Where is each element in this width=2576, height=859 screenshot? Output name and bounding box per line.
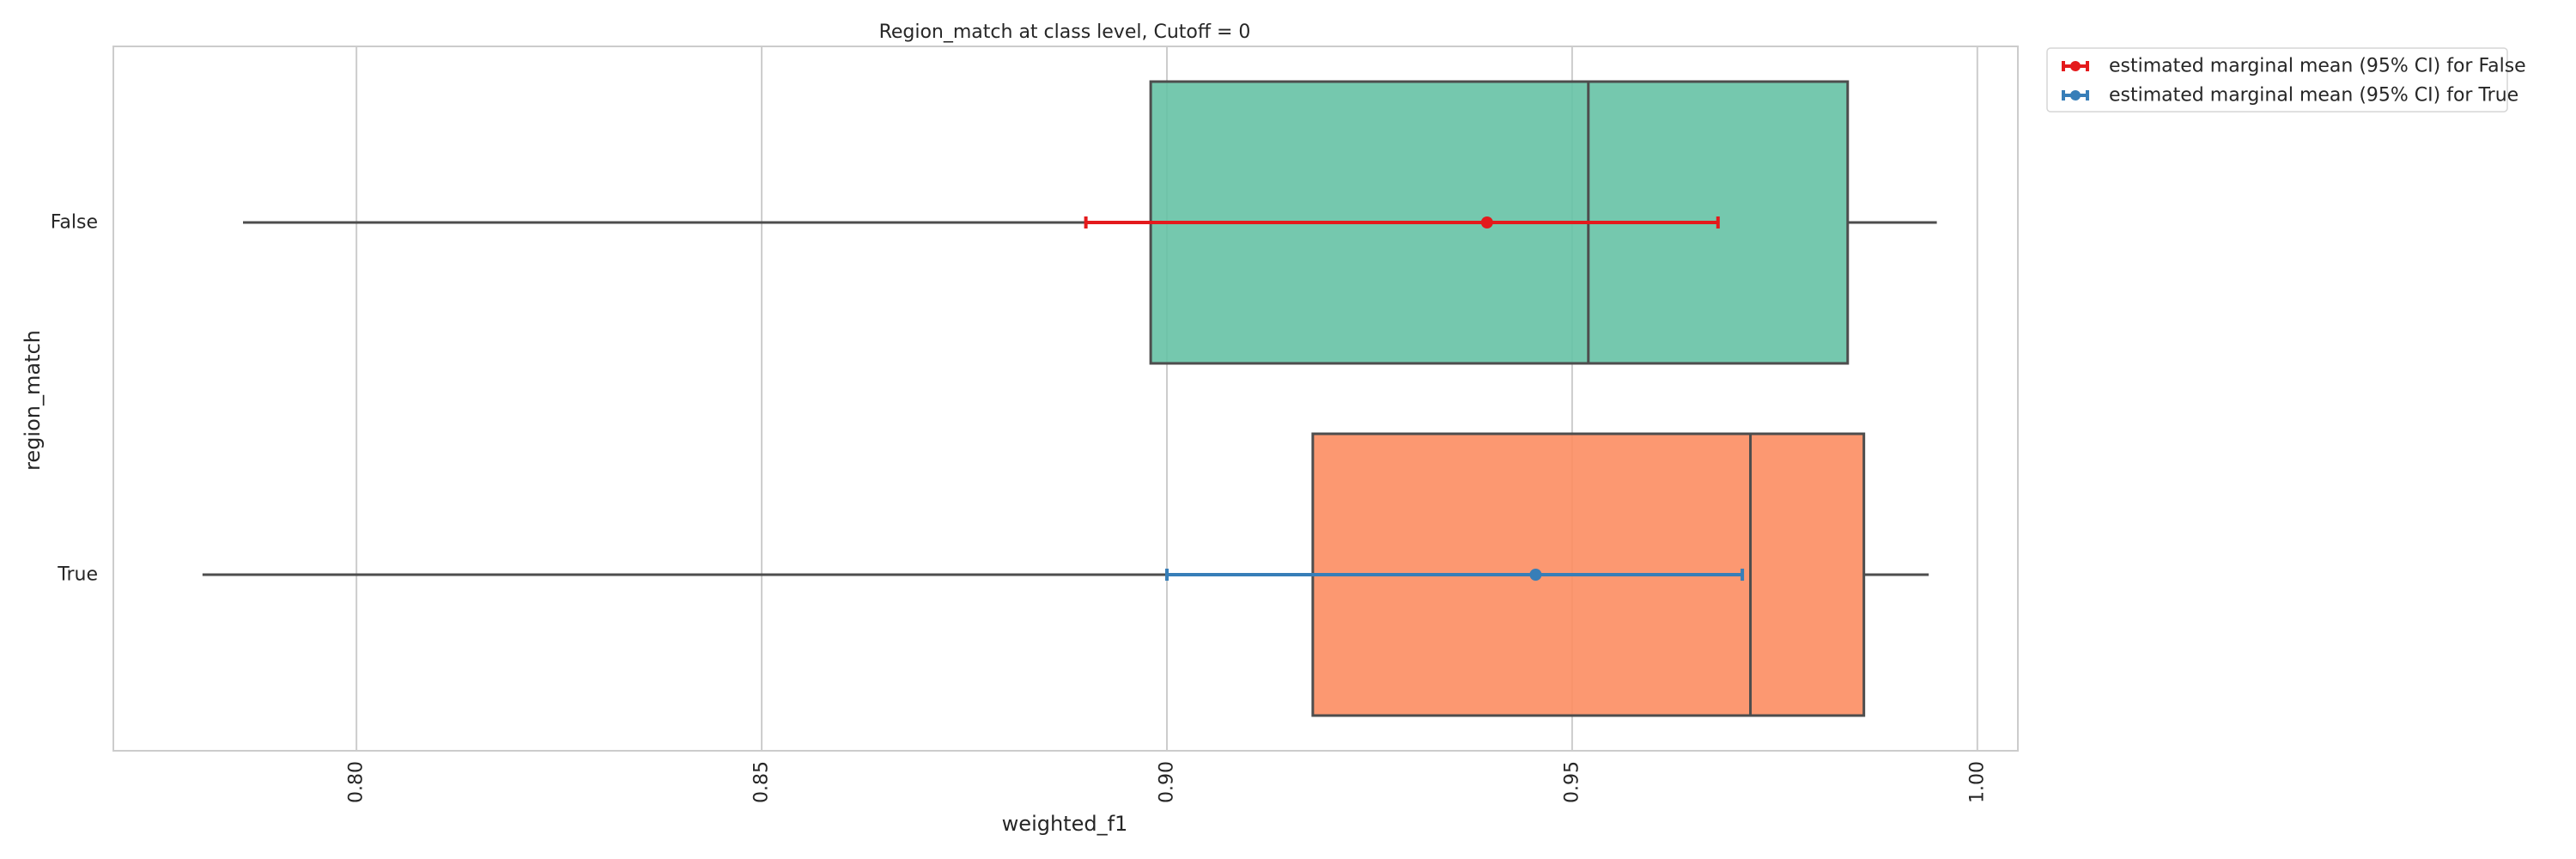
y-tick-label: True [57, 564, 98, 586]
mean-point [1480, 216, 1493, 228]
plot-frame [112, 46, 2019, 752]
legend-label: estimated marginal mean (95% CI) for Tru… [2109, 85, 2518, 107]
ci-false [1084, 216, 1720, 228]
x-tick-label: 0.95 [1561, 761, 1583, 803]
box-plots [202, 80, 1937, 717]
y-axis-label: region_match [21, 330, 45, 471]
x-tick-label: 1.00 [1966, 761, 1988, 803]
legend-item-false: estimated marginal mean (95% CI) for Fal… [2062, 56, 2526, 77]
chart-title: Region_match at class level, Cutoff = 0 [879, 21, 1251, 43]
x-ticks: 0.80 0.85 0.90 0.95 1.00 [346, 761, 1989, 803]
y-tick-label: False [51, 212, 98, 234]
x-tick-label: 0.85 [751, 761, 773, 803]
legend-label: estimated marginal mean (95% CI) for Fal… [2109, 56, 2526, 77]
x-tick-label: 0.90 [1156, 761, 1177, 803]
legend-swatch-dot [2070, 61, 2081, 71]
ci-true [1164, 569, 1745, 581]
y-ticks: False True [51, 212, 98, 586]
mean-point [1529, 569, 1542, 581]
legend-frame [2046, 47, 2508, 113]
legend-swatch-dot [2070, 90, 2081, 101]
x-tick-label: 0.80 [346, 761, 368, 803]
legend-item-true: estimated marginal mean (95% CI) for Tru… [2062, 85, 2518, 107]
legend: estimated marginal mean (95% CI) for Fal… [2046, 47, 2526, 113]
x-axis-label: weighted_f1 [1002, 812, 1128, 836]
ci-markers [1084, 216, 1745, 581]
